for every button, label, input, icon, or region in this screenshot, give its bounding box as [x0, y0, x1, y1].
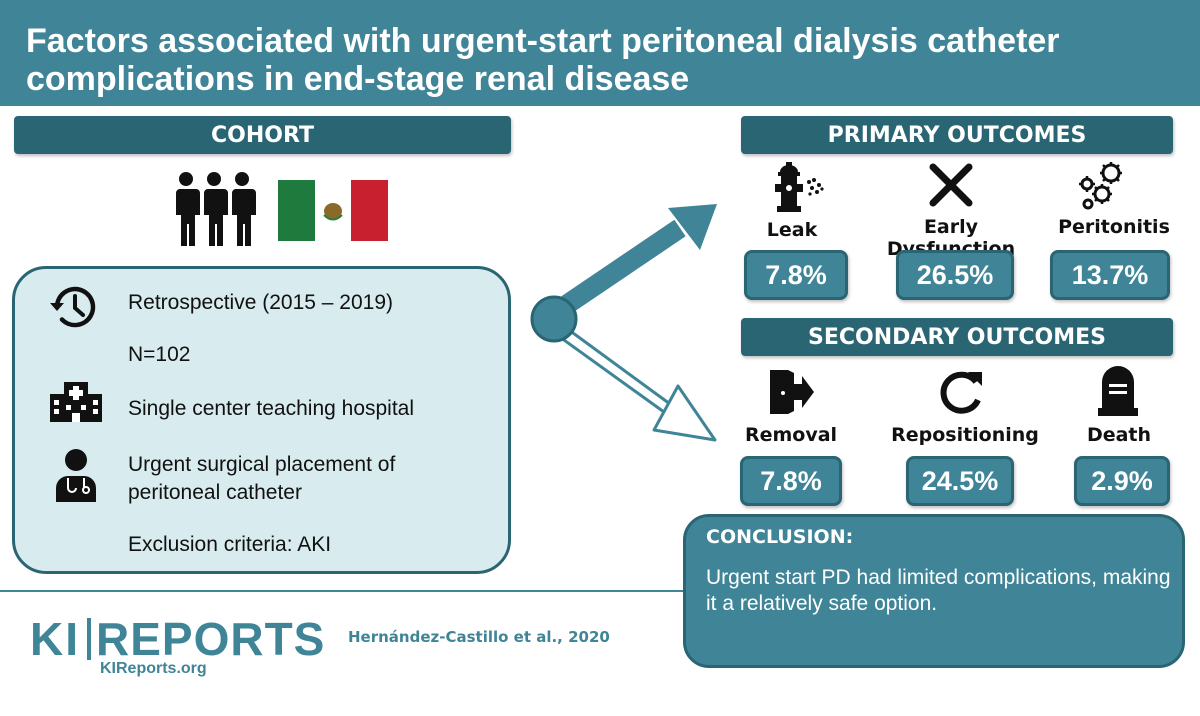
logo-url-text: KIReports.org — [100, 660, 207, 677]
exit-door-icon — [770, 370, 814, 414]
conclusion-box — [683, 514, 1185, 668]
leak-label: Leak — [766, 219, 818, 241]
peritonitis-value: 13.7% — [1050, 250, 1170, 300]
secondary-outcomes-header: SECONDARY OUTCOMES — [741, 318, 1173, 356]
peritonitis-label: Peritonitis — [1058, 216, 1170, 238]
clock-history-icon — [50, 286, 96, 328]
cohort-exclusion-text: Exclusion criteria: AKI — [128, 533, 332, 556]
footer-divider — [0, 590, 686, 592]
repositioning-value: 24.5% — [906, 456, 1014, 506]
death-label: Death — [1086, 424, 1152, 446]
logo-reports-text: REPORTS — [96, 613, 326, 665]
title-banner — [0, 0, 1200, 106]
cohort-details-box — [12, 266, 511, 574]
cohort-intervention-text-2: peritoneal catheter — [128, 481, 302, 504]
conclusion-title: CONCLUSION: — [706, 526, 854, 548]
logo-divider-bar — [87, 618, 91, 660]
doctor-icon — [56, 449, 96, 502]
bacteria-icon — [1079, 162, 1122, 210]
hydrant-leak-icon — [775, 162, 824, 212]
citation-text: Hernández-Castillo et al., 2020 — [348, 628, 610, 646]
repositioning-label: Repositioning — [891, 424, 1039, 446]
cohort-design-text: Retrospective (2015 – 2019) — [128, 291, 393, 314]
hospital-icon — [50, 382, 102, 422]
cohort-setting-text: Single center teaching hospital — [128, 397, 415, 420]
primary-outcomes-header: PRIMARY OUTCOMES — [741, 116, 1173, 154]
people-icon — [176, 172, 256, 246]
removal-label: Removal — [744, 424, 838, 446]
arrows-graphic — [530, 204, 717, 442]
leak-value: 7.8% — [744, 250, 848, 300]
cohort-header: COHORT — [14, 116, 511, 154]
page-title: Factors associated with urgent-start per… — [26, 22, 1060, 98]
early-dysfunction-value: 26.5% — [896, 250, 1014, 300]
logo-ki-text: KI — [30, 613, 80, 665]
cohort-intervention-text-1: Urgent surgical placement of — [128, 453, 396, 476]
tombstone-icon — [1098, 366, 1138, 416]
removal-value: 7.8% — [740, 456, 842, 506]
mexico-flag-icon — [278, 180, 388, 241]
redo-icon — [940, 371, 982, 414]
x-icon — [929, 163, 973, 207]
conclusion-text: Urgent start PD had limited complication… — [706, 566, 1171, 615]
death-value: 2.9% — [1074, 456, 1170, 506]
cohort-n-text: N=102 — [128, 343, 191, 366]
